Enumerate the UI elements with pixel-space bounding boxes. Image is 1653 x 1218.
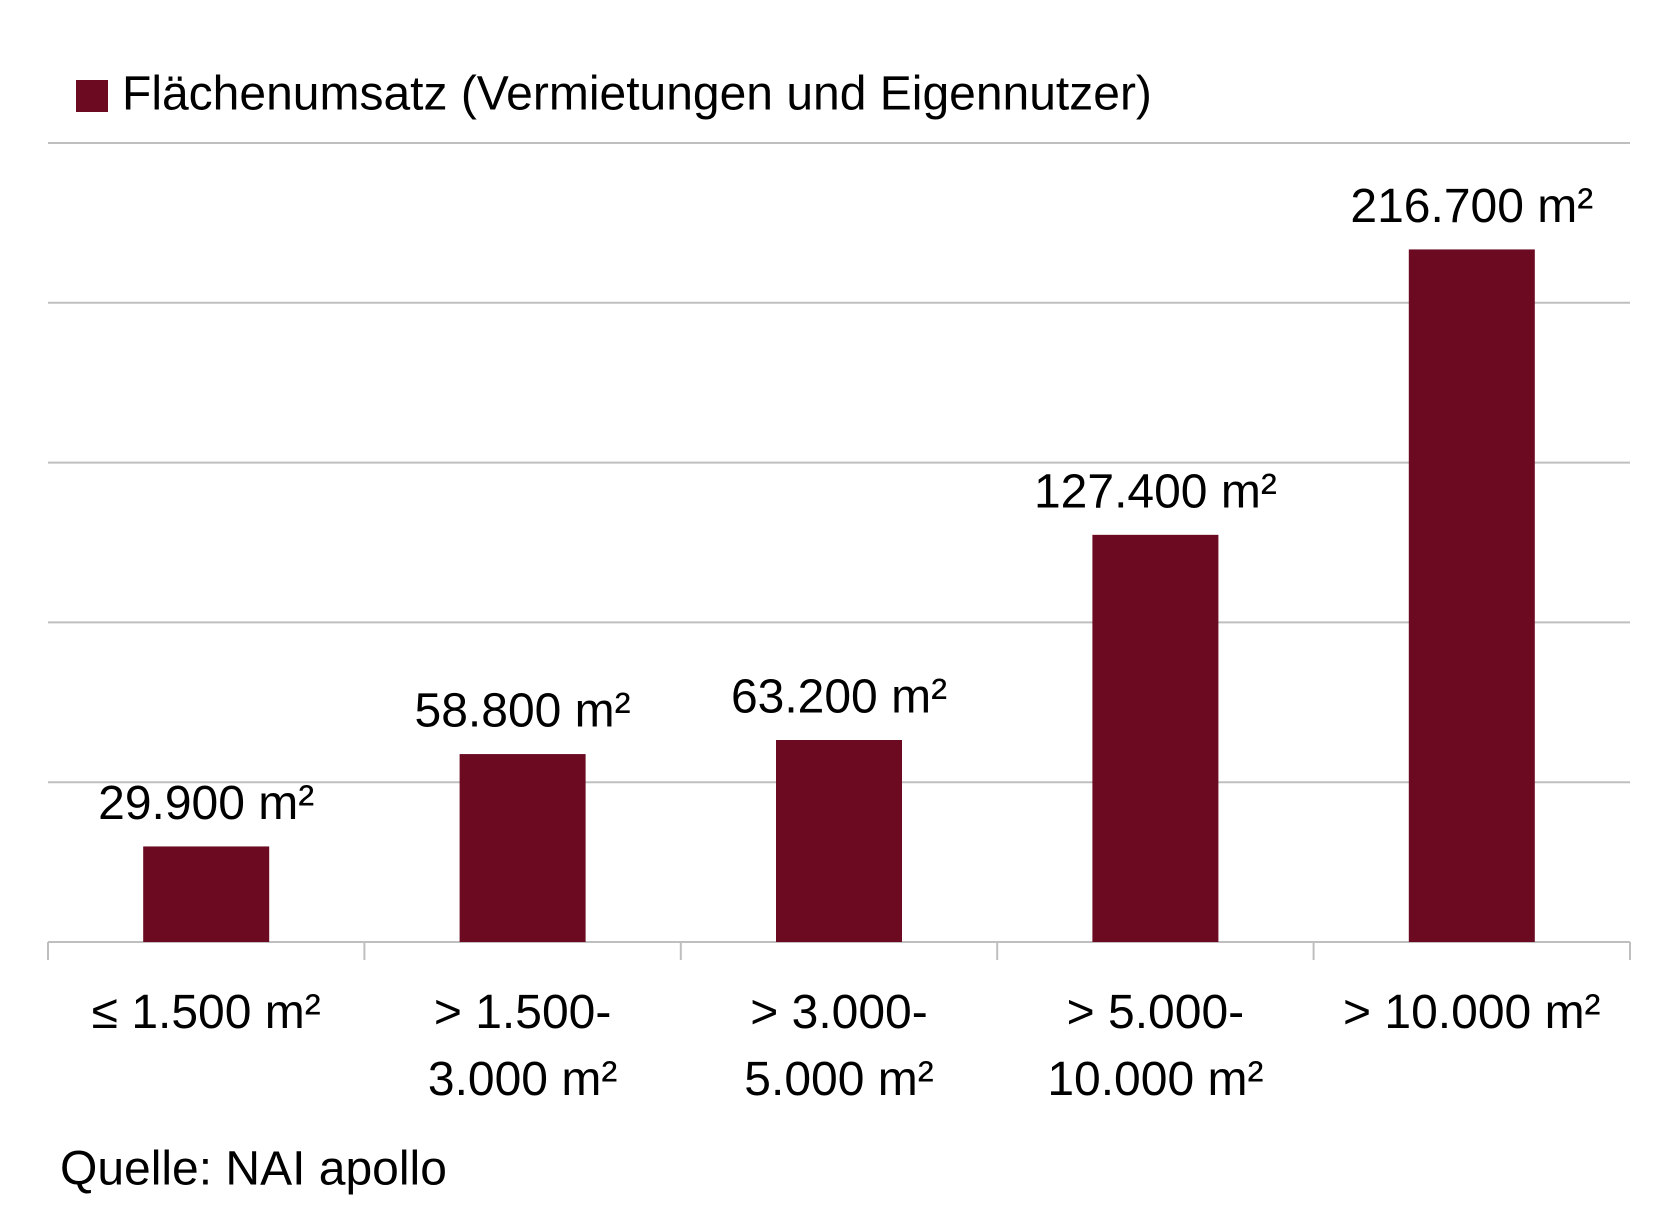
bar <box>459 754 586 942</box>
x-tick-label: > 3.000-5.000 m² <box>744 986 933 1106</box>
bar <box>1408 249 1535 942</box>
value-label: 29.900 m² <box>98 777 314 830</box>
value-label: 58.800 m² <box>415 685 631 738</box>
value-label: 63.200 m² <box>731 671 947 724</box>
bar <box>1092 534 1219 942</box>
x-tick-label: ≤ 1.500 m² <box>92 986 321 1039</box>
bar <box>776 740 902 942</box>
source-note: Quelle: NAI apollo <box>60 1143 447 1196</box>
value-label: 127.400 m² <box>1034 466 1277 519</box>
legend-swatch <box>76 80 108 112</box>
bar <box>143 846 270 942</box>
x-tick-label: > 10.000 m² <box>1343 986 1601 1039</box>
value-label: 216.700 m² <box>1350 180 1593 233</box>
x-tick-label: > 1.500-3.000 m² <box>428 986 617 1106</box>
x-tick-label: > 5.000-10.000 m² <box>1047 986 1263 1106</box>
legend-label: Flächenumsatz (Vermietungen und Eigennut… <box>122 68 1152 121</box>
